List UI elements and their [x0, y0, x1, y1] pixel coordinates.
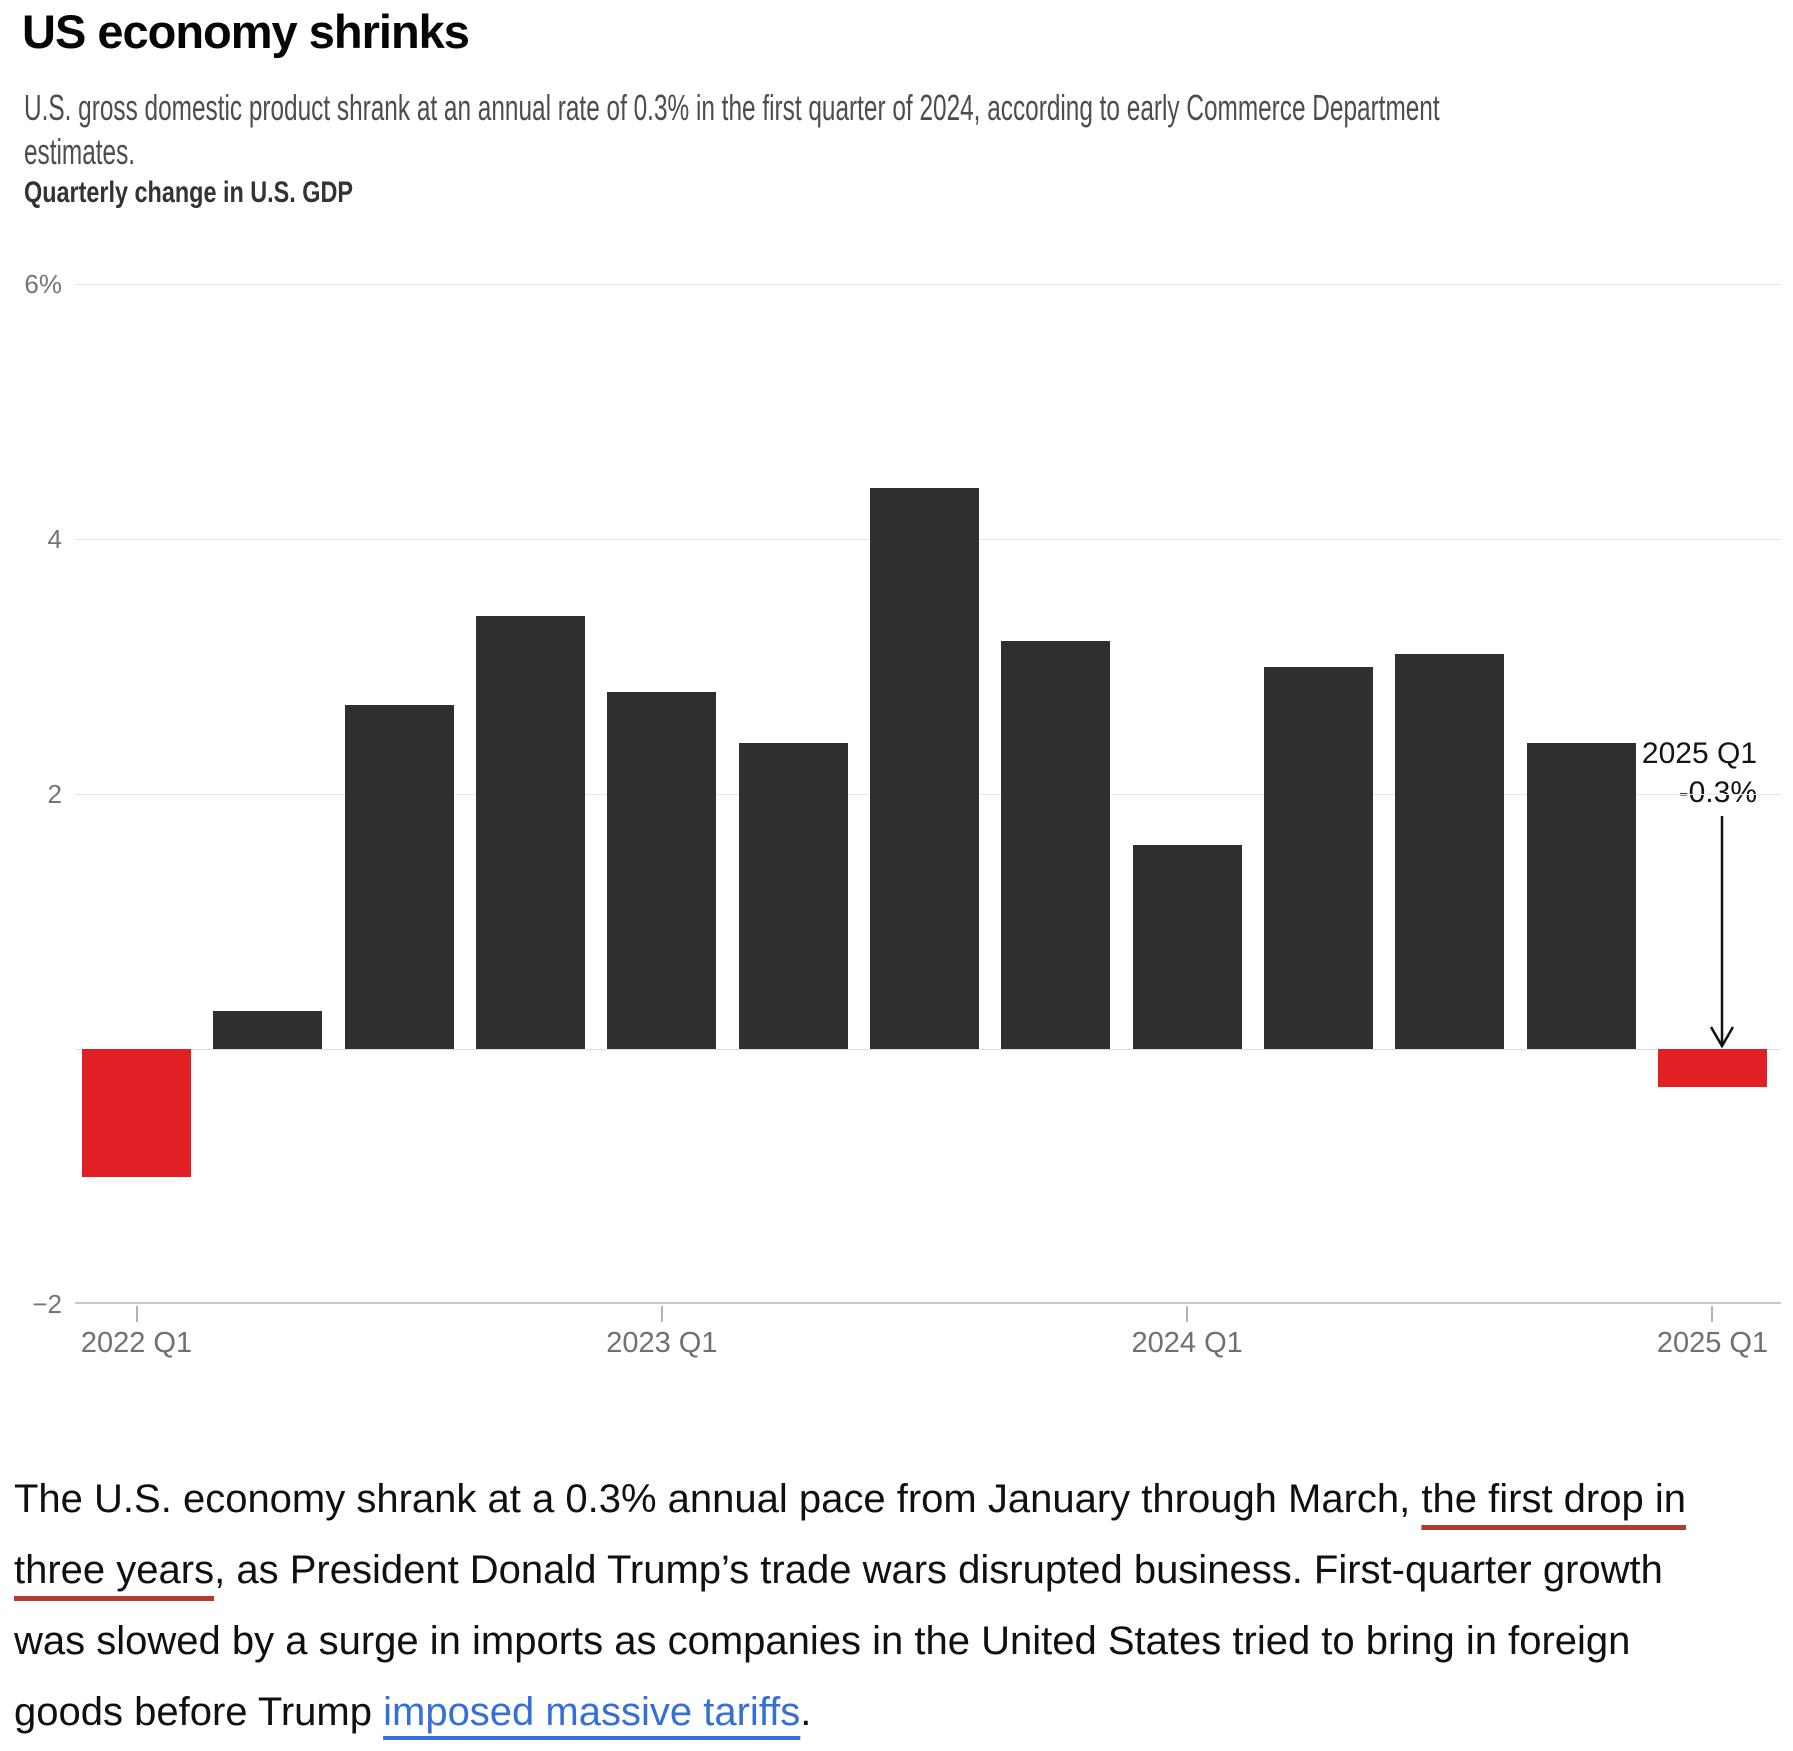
y-tick-label-4: 4	[47, 524, 62, 554]
annotation-arrow-icon	[1709, 816, 1735, 1049]
bar-2022-q4	[475, 615, 585, 1049]
gridline-6	[75, 284, 1781, 285]
x-tick-label-2024-q1: 2024 Q1	[1131, 1327, 1243, 1359]
article-text-middle: , as President Donald Trump’s trade wars…	[14, 1548, 1663, 1734]
bar-2022-q1	[82, 1049, 191, 1177]
bar-2023-q1	[607, 692, 717, 1049]
chart-kicker: Quarterly change in U.S. GDP	[24, 176, 353, 209]
x-tick-label-2022-q1: 2022 Q1	[80, 1327, 193, 1359]
page-title: US economy shrinks	[22, 5, 470, 58]
article-text-start: The U.S. economy shrank at a 0.3% annual…	[14, 1477, 1422, 1521]
x-tick-label-2023-q1: 2023 Q1	[606, 1327, 718, 1359]
gridline-0	[75, 1049, 1781, 1050]
bar-2025-q1	[1657, 1049, 1767, 1088]
x-tick-2022-q1	[135, 1306, 138, 1322]
plot-area: 2025 Q1 -0.3%	[75, 284, 1781, 1304]
annotation-label: 2025 Q1 -0.3%	[1642, 734, 1757, 812]
bar-2022-q3	[344, 704, 454, 1049]
y-tick-label--2: −2	[32, 1289, 62, 1319]
annotation-quarter: 2025 Q1	[1641, 737, 1757, 770]
bar-2023-q2	[738, 743, 848, 1049]
article-paragraph: The U.S. economy shrank at a 0.3% annual…	[14, 1464, 1734, 1748]
bar-2022-q2	[213, 1010, 323, 1049]
gdp-bar-chart: 2025 Q1 -0.3% 6% 4 2 −2 2022 Q1 2023 Q1 2024 Q…	[0, 269, 1793, 1424]
bar-2023-q3	[869, 488, 979, 1049]
bar-2024-q3	[1395, 653, 1505, 1049]
bar-2024-q1	[1132, 845, 1242, 1049]
x-tick-2023-q1	[660, 1306, 663, 1322]
tariffs-link[interactable]: imposed massive tariffs	[383, 1690, 801, 1734]
y-tick-label-2: 2	[47, 779, 62, 809]
chart-subtitle: U.S. gross domestic product shrank at an…	[24, 87, 1440, 172]
bar-2024-q2	[1263, 666, 1373, 1049]
x-tick-2024-q1	[1186, 1306, 1189, 1322]
bar-2023-q4	[1001, 641, 1111, 1049]
x-tick-label-2025-q1: 2025 Q1	[1656, 1327, 1769, 1359]
x-tick-2025-q1	[1711, 1306, 1714, 1322]
y-tick-label-6: 6%	[24, 269, 62, 299]
first-drop-link[interactable]: the first drop in three years	[14, 1477, 1686, 1592]
annotation-value: -0.3%	[1678, 776, 1757, 809]
article-text-end: .	[800, 1690, 812, 1734]
bar-2024-q4	[1526, 743, 1636, 1049]
gridline--2	[75, 1302, 1781, 1304]
